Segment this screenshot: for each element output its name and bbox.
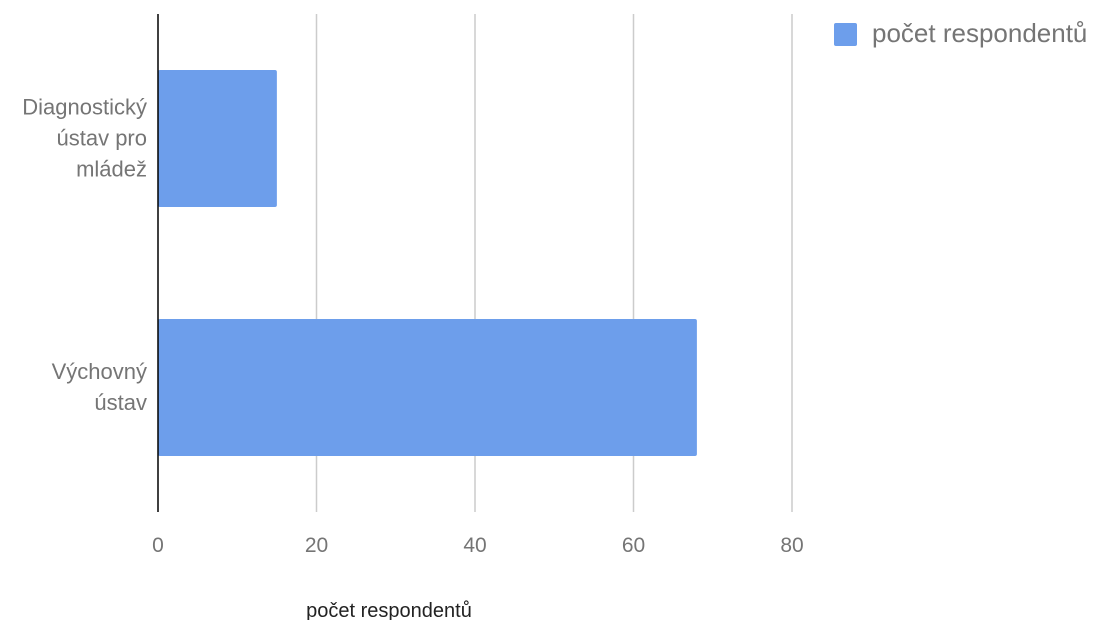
x-tick-label: 60 (622, 534, 645, 557)
legend[interactable]: počet respondentů (834, 18, 1087, 48)
legend-label: počet respondentů (872, 18, 1087, 48)
legend-swatch (834, 23, 857, 46)
y-category-label: ústav (94, 390, 147, 415)
y-category-label: Výchovný (52, 359, 147, 384)
x-tick-label: 0 (152, 534, 164, 557)
x-axis-title: počet respondentů (306, 600, 472, 620)
x-tick-labels: 0 20 40 60 80 (152, 534, 804, 557)
x-tick-label: 40 (463, 534, 486, 557)
x-tick-label: 80 (780, 534, 803, 557)
y-category-labels: Diagnostický ústav pro mládež Výchovný ústav (22, 95, 147, 416)
bar[interactable] (158, 319, 697, 456)
y-category-label: Diagnostický (22, 95, 147, 120)
x-tick-label: 20 (305, 534, 328, 557)
bar[interactable] (158, 70, 277, 207)
y-category-label: mládež (76, 157, 147, 182)
y-category-label: ústav pro (57, 126, 148, 151)
bars (158, 70, 697, 456)
